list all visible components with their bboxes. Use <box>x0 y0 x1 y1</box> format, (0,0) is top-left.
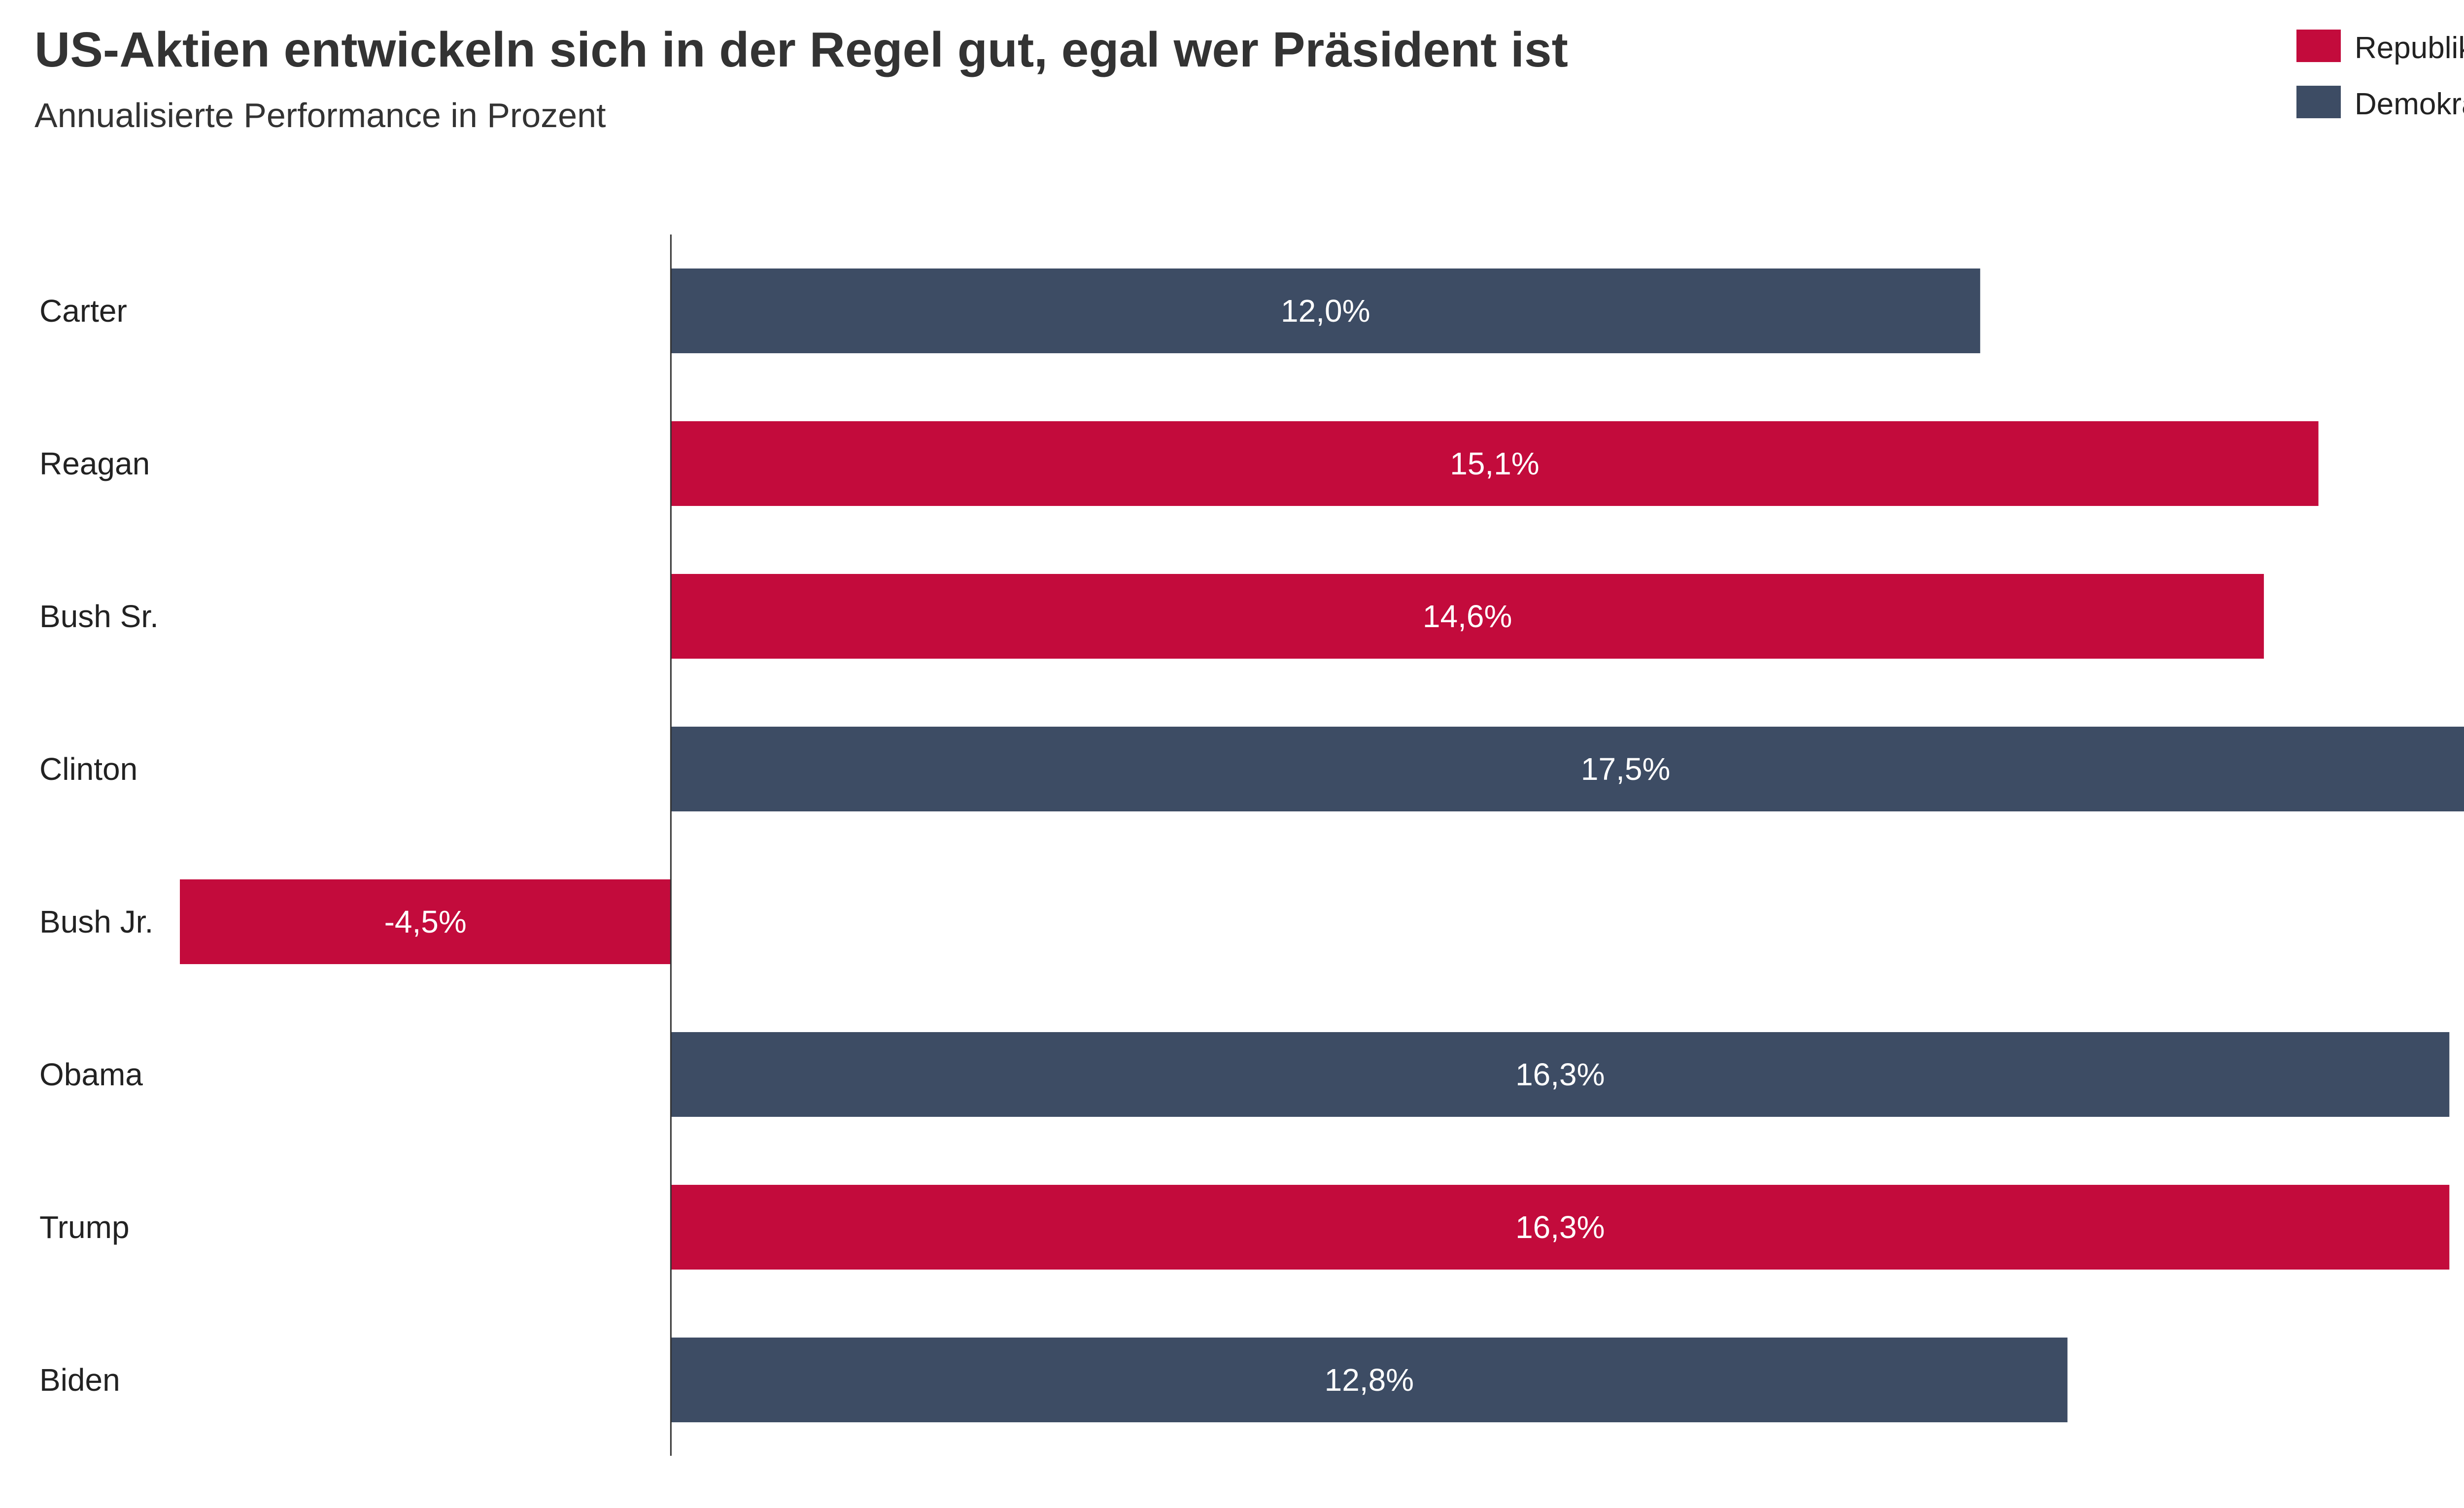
bars-group <box>180 268 2464 1422</box>
category-label-bush-jr: Bush Jr. <box>39 904 153 939</box>
value-label-bush-jr: -4,5% <box>384 904 467 939</box>
category-labels: Carter Reagan Bush Sr. Clinton Bush Jr. Obama… <box>39 293 159 1398</box>
category-label-reagan: Reagan <box>39 446 150 481</box>
category-label-bush-sr: Bush Sr. <box>39 599 159 634</box>
bar-reagan <box>671 421 2319 506</box>
bar-bush-sr <box>671 574 2264 659</box>
legend-swatch-republikaner <box>2296 30 2341 62</box>
bar-obama <box>671 1032 2450 1117</box>
category-label-clinton: Clinton <box>39 751 137 787</box>
bar-trump <box>671 1185 2450 1270</box>
value-label-bush-sr: 14,6% <box>1423 599 1512 634</box>
value-label-trump: 16,3% <box>1515 1209 1605 1245</box>
legend-label-demokraten: Demokraten <box>2355 87 2464 121</box>
category-label-trump: Trump <box>39 1209 130 1245</box>
bar-biden <box>671 1338 2068 1422</box>
value-label-obama: 16,3% <box>1515 1057 1605 1092</box>
bar-clinton <box>671 727 2464 811</box>
chart-title: US-Aktien entwickeln sich in der Regel g… <box>34 22 1568 77</box>
value-label-reagan: 15,1% <box>1450 446 1539 481</box>
chart-subtitle: Annualisierte Performance in Prozent <box>34 96 606 134</box>
category-label-carter: Carter <box>39 293 127 329</box>
value-label-clinton: 17,5% <box>1581 751 1670 787</box>
legend-label-republikaner: Republikaner <box>2355 31 2464 65</box>
bar-bush-jr <box>180 879 671 964</box>
bar-carter <box>671 268 1981 353</box>
legend: Republikaner Demokraten <box>2296 30 2464 121</box>
category-label-obama: Obama <box>39 1057 143 1092</box>
value-label-carter: 12,0% <box>1281 293 1370 329</box>
value-labels: 12,0% 15,1% 14,6% 17,5% -4,5% 16,3% 16,3% 12,8% <box>384 293 1671 1398</box>
value-label-biden: 12,8% <box>1325 1362 1414 1398</box>
legend-swatch-demokraten <box>2296 86 2341 118</box>
category-label-biden: Biden <box>39 1362 120 1398</box>
